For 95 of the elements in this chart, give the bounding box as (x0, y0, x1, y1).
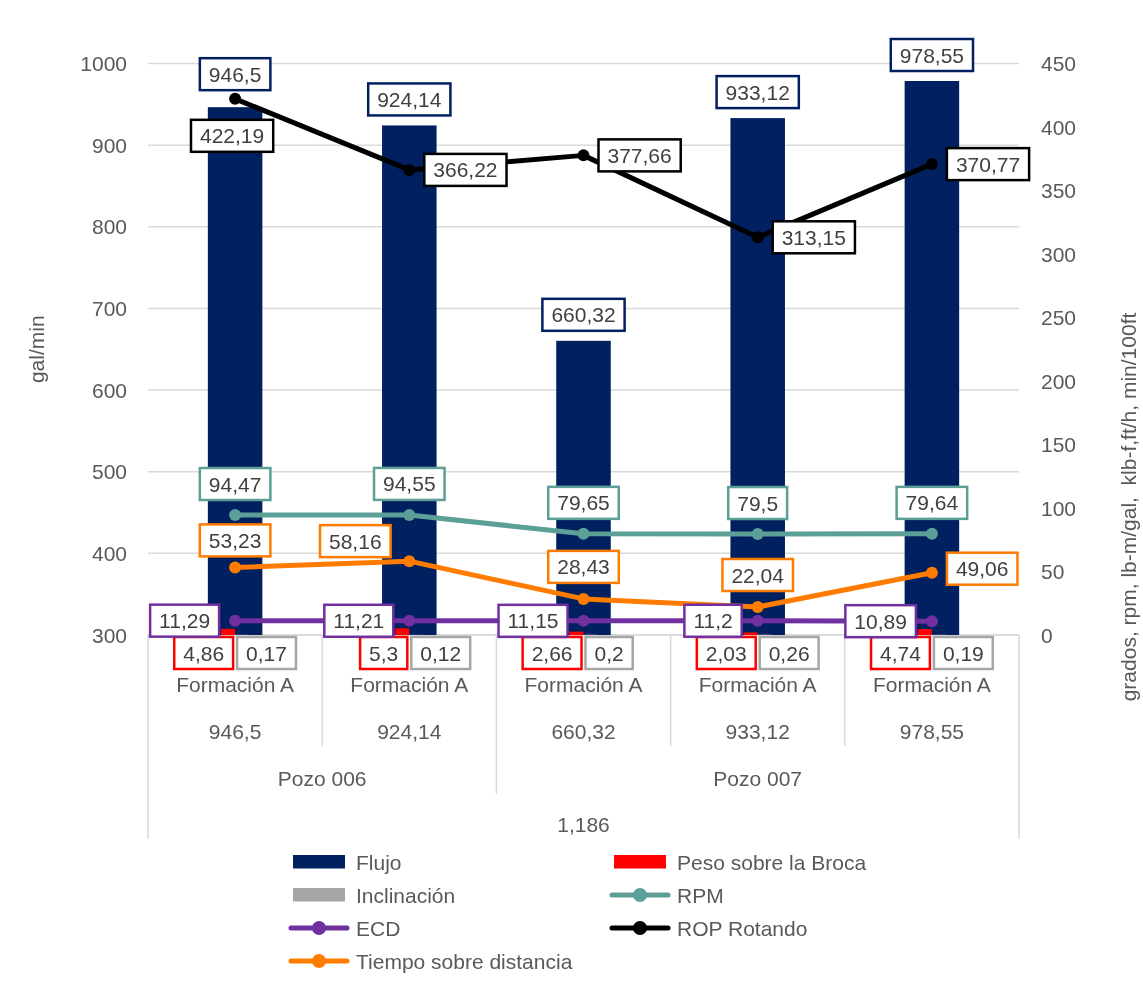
text: 660,32 (551, 719, 616, 743)
y-axis-title: gal/min (24, 315, 48, 384)
point (577, 614, 590, 627)
data-label: 0,26 (768, 641, 810, 665)
data-label: 924,14 (377, 87, 442, 111)
point (403, 508, 416, 521)
point (577, 149, 590, 162)
data-label: 4,74 (880, 641, 922, 665)
data-label: 5,3 (369, 641, 399, 665)
y-tick-label: 700 (91, 296, 127, 320)
legend-label: Tiempo sobre distancia (356, 949, 573, 973)
data-label: 422,19 (199, 124, 265, 148)
y2-tick-label: 200 (1041, 369, 1077, 393)
y2-tick-label: 50 (1041, 560, 1065, 583)
legend-label: RPM (677, 883, 724, 907)
data-label: 79,5 (737, 491, 779, 515)
y-tick-label: 600 (91, 378, 127, 402)
point (229, 92, 242, 105)
data-label: 28,43 (557, 555, 610, 579)
legend-label: Peso sobre la Broca (677, 850, 867, 874)
y2-tick-label: 350 (1041, 179, 1077, 202)
point (577, 592, 590, 605)
data-label: 660,32 (551, 303, 616, 327)
point (577, 527, 590, 540)
data-label: 11,29 (159, 609, 211, 633)
y-tick-label: 1000 (80, 52, 127, 75)
text: Pozo 007 (713, 766, 803, 790)
data-label: 79,64 (905, 491, 959, 515)
point (403, 163, 416, 176)
point (403, 614, 416, 627)
data-label: 53,23 (208, 528, 262, 552)
legend-label: Inclinación (356, 883, 456, 907)
y-tick-label: 400 (91, 541, 127, 565)
x-tick-label: Formación A (872, 672, 991, 696)
point (751, 528, 764, 541)
x-tick-label: Formación A (524, 672, 643, 696)
point (925, 158, 938, 171)
data-label: 49,06 (955, 557, 1009, 581)
y2-tick-label: 100 (1041, 496, 1077, 520)
data-label: 933,12 (725, 80, 790, 104)
y2-tick-label: 300 (1041, 242, 1077, 266)
text: 924,14 (377, 719, 442, 743)
point (925, 566, 938, 579)
y-tick-label: 800 (91, 215, 127, 239)
data-label: 58,16 (329, 529, 382, 553)
y2-axis-title: grados, rpm, lb-m/gal, klb-f,ft/h, min/100ft (1116, 312, 1140, 702)
data-label: 377,66 (607, 143, 672, 167)
x-tick-label: Formación A (350, 672, 469, 696)
point (403, 555, 416, 568)
data-label: 4,86 (183, 641, 225, 665)
data-label: 22,04 (731, 563, 785, 587)
data-label: 0,17 (246, 641, 287, 665)
text: 1,186 (557, 812, 610, 836)
data-label: 0,2 (594, 641, 624, 665)
point (229, 561, 242, 574)
text: 946,5 (208, 719, 262, 743)
legend-label: ROP Rotando (677, 916, 808, 940)
data-label: 946,5 (208, 62, 262, 86)
point (751, 231, 764, 244)
data-label: 2,03 (705, 641, 747, 665)
x-tick-label: Formación A (698, 672, 817, 696)
data-label: 978,55 (899, 43, 965, 67)
data-label: 94,55 (383, 472, 436, 496)
data-label: 79,65 (557, 491, 610, 515)
x-tick-label: Formación A (176, 672, 295, 696)
data-label: 313,15 (781, 225, 846, 249)
data-label: 2,66 (531, 641, 573, 665)
legend-label: Flujo (356, 850, 402, 874)
y2-tick-label: 450 (1041, 52, 1077, 75)
y-tick-label: 500 (91, 460, 127, 484)
y2-tick-label: 0 (1041, 623, 1053, 647)
legend-label: ECD (356, 916, 401, 940)
point (229, 614, 242, 627)
data-label: 11,2 (693, 609, 733, 633)
point (229, 509, 242, 522)
data-label: 94,47 (208, 472, 262, 496)
data-label: 11,15 (507, 609, 559, 633)
point (751, 614, 764, 627)
text: 933,12 (725, 719, 790, 743)
y-tick-label: 300 (91, 623, 127, 647)
data-label: 0,12 (420, 641, 462, 665)
text: Pozo 006 (277, 766, 367, 790)
data-label: 0,19 (942, 641, 984, 665)
data-label: 11,21 (333, 609, 385, 633)
y2-tick-label: 150 (1041, 433, 1077, 456)
data-label: 10,89 (854, 609, 907, 633)
data-label: 366,22 (433, 158, 498, 182)
point (751, 601, 764, 614)
point (925, 615, 938, 628)
data-label: 370,77 (955, 152, 1021, 176)
text: 978,55 (899, 719, 965, 743)
y2-tick-label: 250 (1041, 306, 1077, 329)
y-tick-label: 900 (91, 133, 127, 157)
y2-tick-label: 400 (1041, 115, 1077, 139)
point (925, 527, 938, 540)
